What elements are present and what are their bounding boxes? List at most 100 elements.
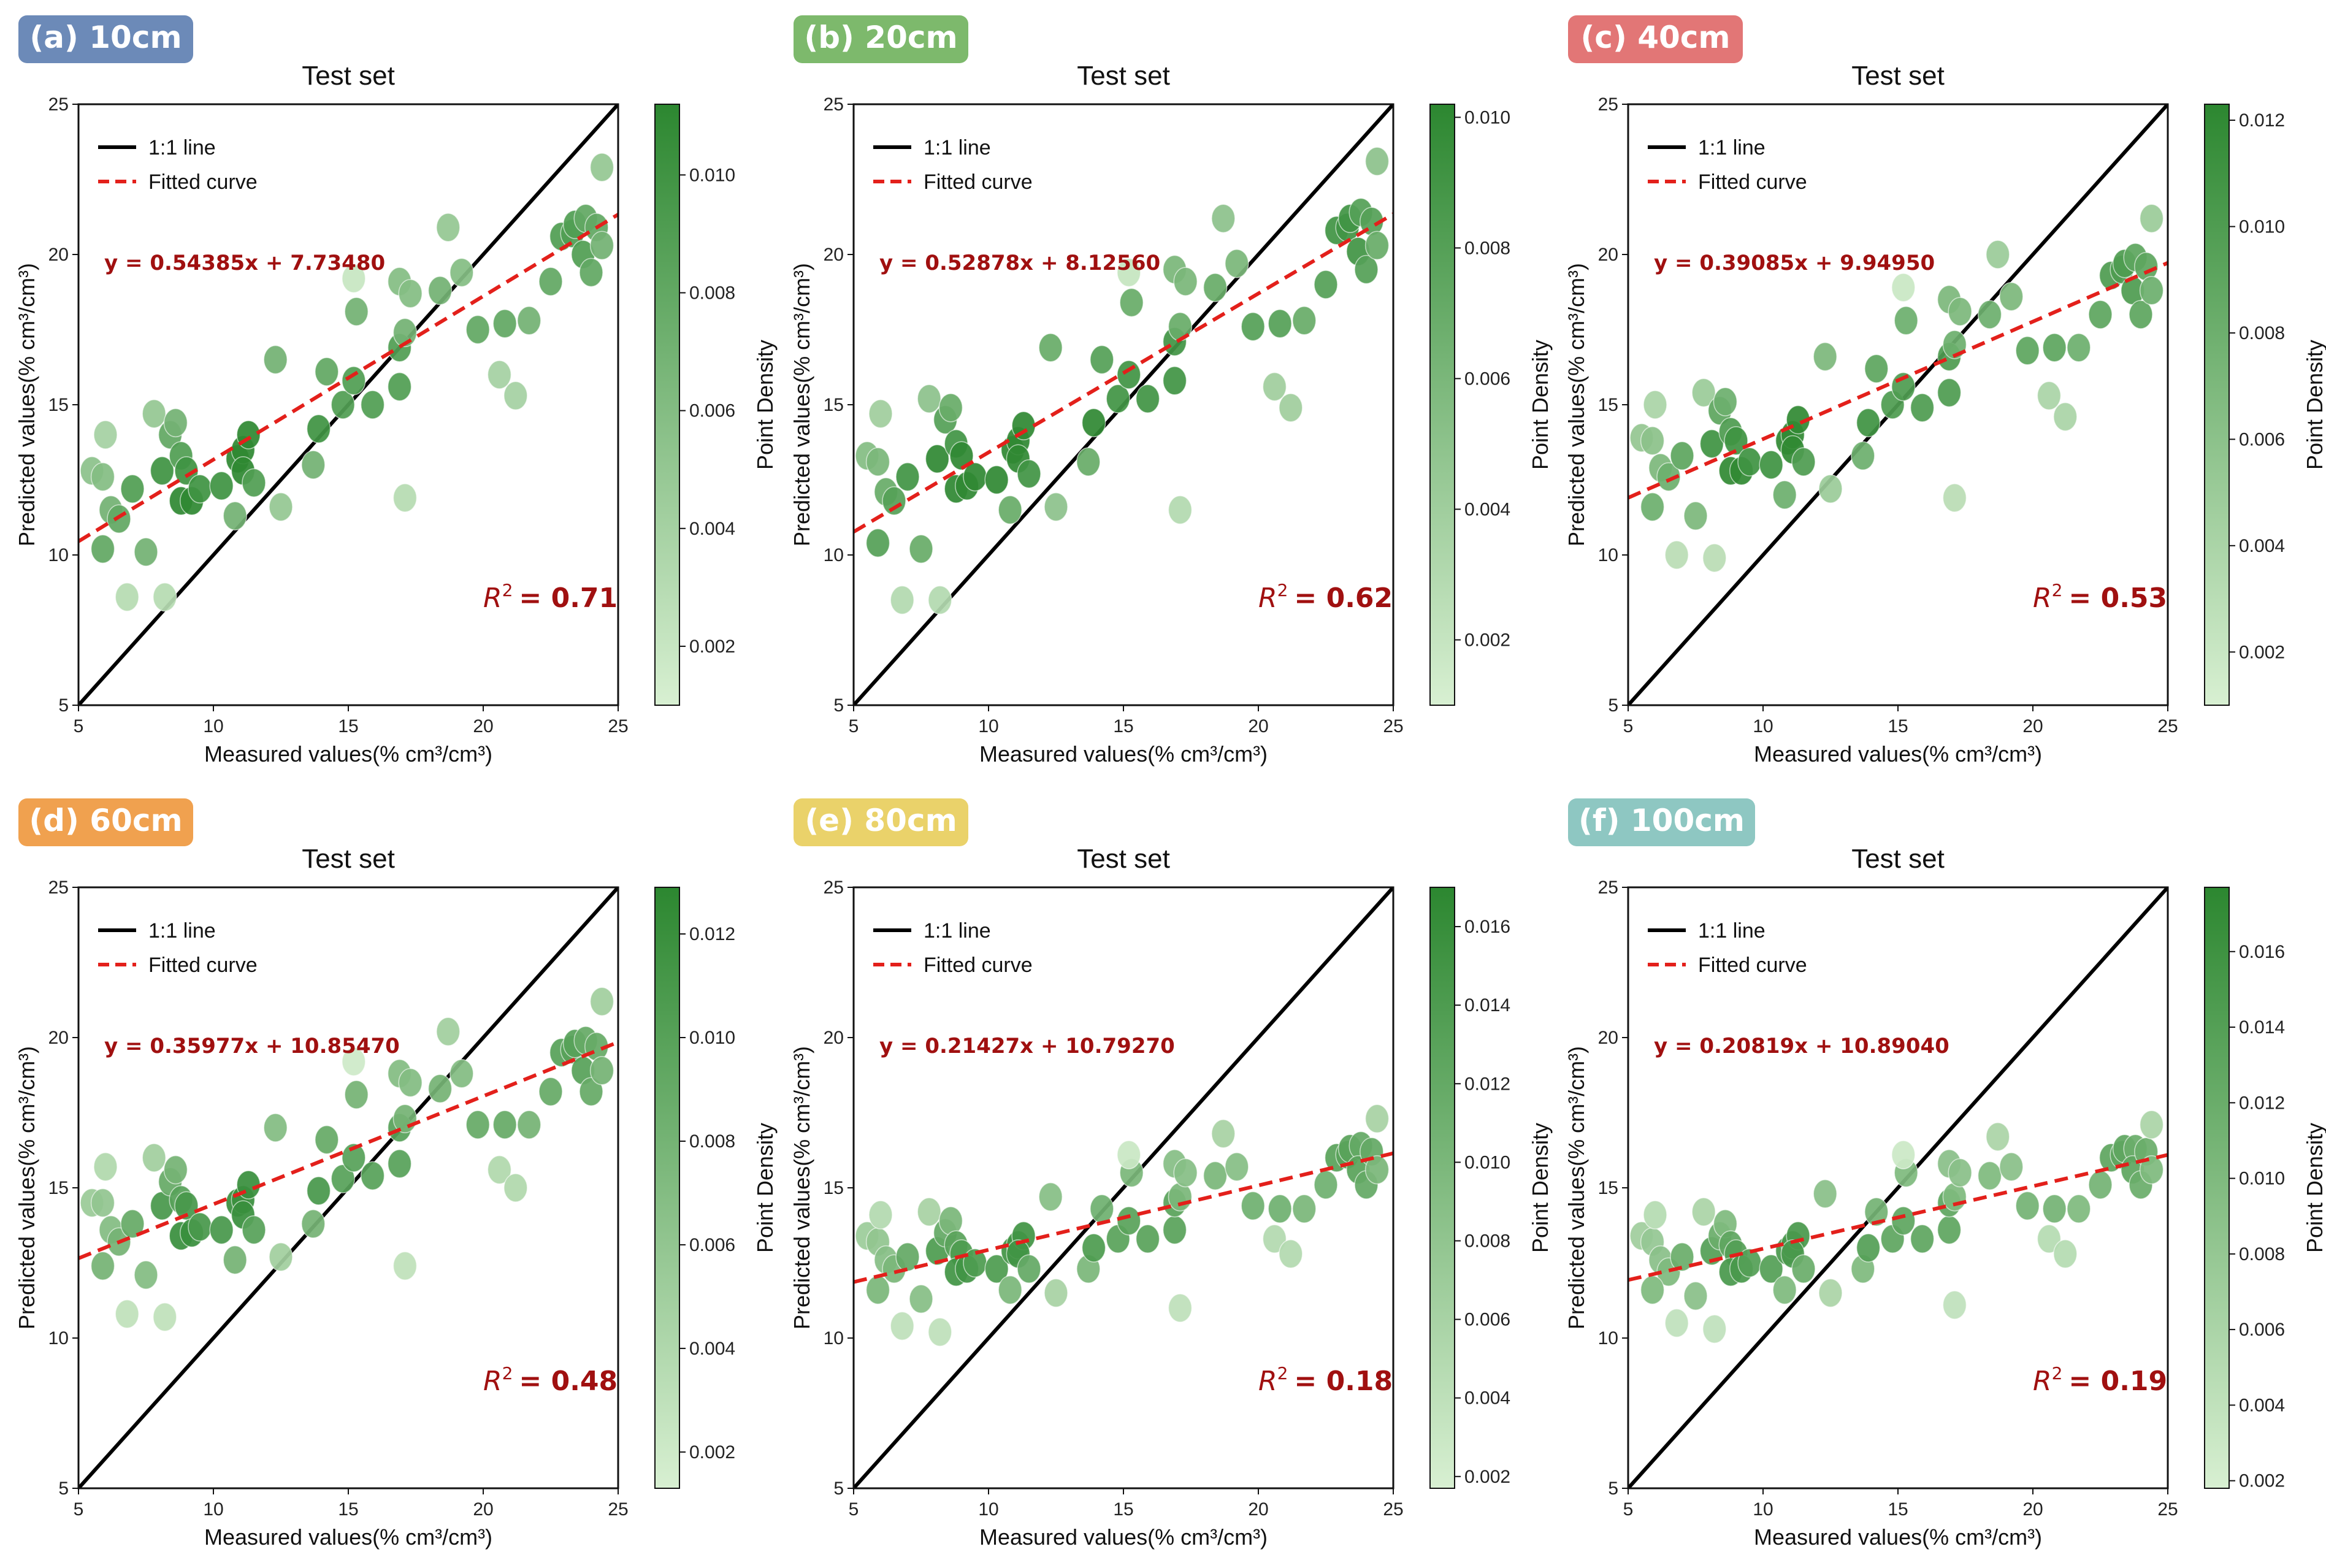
data-point: [115, 1299, 139, 1329]
colorbar-tick-label: 0.006: [689, 1235, 735, 1255]
data-point: [1117, 1140, 1141, 1169]
x-tick-label: 15: [1113, 1499, 1133, 1520]
y-tick-label: 15: [1598, 395, 1618, 415]
y-tick-label: 10: [1598, 1328, 1618, 1348]
legend-label-fit: Fitted curve: [1698, 170, 1807, 194]
data-point: [1664, 540, 1689, 570]
data-point: [465, 315, 490, 345]
data-point: [2139, 1110, 2164, 1139]
y-tick-label: 25: [824, 94, 844, 115]
data-point: [2053, 402, 2078, 432]
chart-title: Test set: [1077, 61, 1170, 91]
data-point: [209, 471, 234, 501]
fitted-curve-line: [1628, 261, 2168, 500]
data-point: [1891, 273, 1916, 302]
data-point: [1640, 492, 1665, 522]
panel-badge-label: (f) 100cm: [1578, 803, 1745, 838]
data-point: [263, 1113, 288, 1142]
r-squared-value: = 0.53: [2068, 583, 2167, 614]
data-point: [2067, 1194, 2091, 1224]
data-point: [1279, 393, 1303, 423]
data-point: [2037, 381, 2062, 411]
data-point: [1664, 1308, 1689, 1338]
data-point: [1090, 345, 1114, 375]
r-squared: R2 = 0.18: [1258, 1363, 1393, 1397]
data-point: [392, 1251, 418, 1281]
y-tick-label: 15: [1598, 1178, 1618, 1198]
data-point: [306, 414, 331, 443]
colorbar-tick-label: 0.008: [2239, 323, 2285, 343]
data-point: [1791, 1254, 1816, 1284]
data-point: [2129, 300, 2153, 329]
scatter-points: [1629, 1110, 2164, 1344]
data-point: [1044, 1278, 1068, 1308]
data-point: [1090, 1194, 1114, 1224]
data-point: [150, 456, 175, 486]
data-point: [360, 1161, 385, 1191]
data-point: [1759, 450, 1783, 480]
data-point: [115, 582, 139, 612]
data-point: [1211, 1119, 1236, 1149]
data-point: [342, 366, 366, 396]
y-tick-label: 20: [1598, 1028, 1618, 1048]
colorbar-tick-label: 0.006: [689, 401, 735, 421]
data-point: [209, 1215, 234, 1245]
data-point: [436, 213, 461, 242]
data-point: [1262, 372, 1287, 402]
legend-label-1to1: 1:1 line: [148, 919, 216, 943]
data-point: [1268, 308, 1292, 338]
data-point: [1162, 366, 1187, 396]
colorbar: [1429, 104, 1455, 706]
fit-equation: y = 0.21427x + 10.79270: [879, 1034, 1175, 1058]
y-tick-label: 5: [58, 695, 69, 716]
colorbar-tick-label: 0.016: [2239, 942, 2285, 962]
data-point: [1168, 495, 1193, 525]
panel-2: (b) 20cm Test set 5 10 15 20 25 5 10 15 20 25 Measur…: [789, 15, 1553, 767]
one-to-one-line: [854, 887, 1393, 1488]
data-point: [1173, 1158, 1198, 1188]
colorbar-tick-label: 0.006: [2239, 429, 2285, 449]
data-point: [1948, 297, 1972, 326]
data-point: [315, 357, 339, 386]
data-point: [868, 399, 893, 429]
x-axis-label: Measured values(% cm³/cm³): [204, 741, 492, 767]
data-point: [392, 1104, 418, 1134]
panel-3: (c) 40cm Test set 5 10 15 20 25 5 10 15 20 25 Measur…: [1564, 15, 2326, 767]
data-point: [1081, 1233, 1106, 1263]
data-point: [163, 408, 188, 438]
panel-badge-label: (e) 80cm: [805, 803, 957, 838]
x-tick-label: 5: [1623, 716, 1634, 736]
x-tick-label: 20: [473, 1499, 493, 1520]
data-point: [928, 585, 952, 615]
x-tick-label: 15: [1888, 716, 1908, 736]
data-point: [984, 465, 1009, 495]
data-point: [1268, 1194, 1292, 1224]
data-point: [1241, 1191, 1265, 1221]
data-point: [492, 308, 517, 338]
x-tick-label: 25: [1383, 716, 1403, 736]
panel-badge-bg: [794, 798, 968, 846]
y-tick-label: 25: [1598, 94, 1618, 115]
data-point: [269, 1242, 293, 1272]
data-point: [134, 537, 158, 567]
data-point: [589, 231, 614, 261]
panel-badge-bg: [18, 798, 193, 846]
colorbar-tick-label: 0.016: [1464, 917, 1510, 937]
fitted-curve-line: [78, 213, 618, 543]
data-point: [1999, 1152, 2024, 1182]
legend-label-1to1: 1:1 line: [1698, 919, 1766, 943]
x-tick-label: 25: [1383, 1499, 1403, 1520]
data-point: [909, 534, 933, 564]
data-point: [242, 468, 266, 498]
data-point: [1683, 1281, 1708, 1311]
data-point: [1038, 333, 1063, 362]
data-point: [1117, 360, 1141, 389]
x-axis-label: Measured values(% cm³/cm³): [204, 1524, 492, 1550]
data-point: [1203, 1161, 1228, 1191]
data-point: [909, 1284, 933, 1314]
data-point: [90, 462, 115, 492]
data-point: [589, 1056, 614, 1085]
fitted-curve-line: [1628, 1153, 2168, 1282]
data-point: [387, 372, 412, 402]
panel-badge-label: (a) 10cm: [29, 20, 182, 55]
